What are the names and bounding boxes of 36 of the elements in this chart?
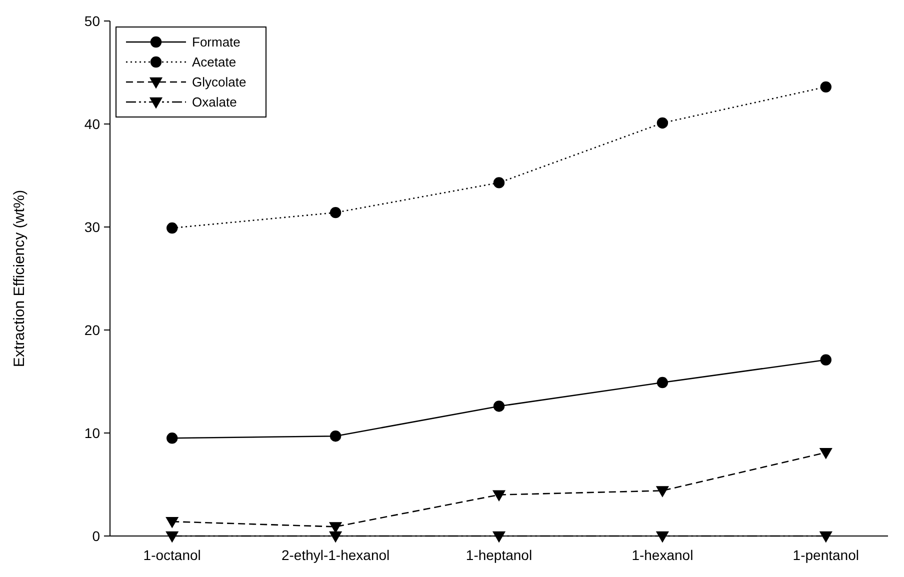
y-axis-title: Extraction Efficiency (wt%) [11, 190, 28, 368]
legend-label: Oxalate [192, 94, 237, 110]
y-tick-label: 50 [84, 12, 100, 29]
point [820, 448, 832, 459]
legend-label: Acetate [192, 54, 236, 70]
point [656, 531, 669, 542]
x-tick-label: 1-octanol [143, 547, 201, 563]
point [166, 222, 178, 234]
point [493, 400, 505, 412]
point [330, 430, 342, 442]
point [820, 531, 832, 542]
y-tick-label: 40 [84, 116, 100, 132]
point [493, 177, 505, 188]
point [656, 376, 668, 388]
x-tick-label: 2-ethyl-1-hexanol [281, 547, 390, 563]
y-tick-label: 10 [84, 424, 100, 441]
point [329, 522, 342, 533]
legend-label: Formate [192, 34, 240, 50]
point [166, 516, 178, 528]
point [656, 117, 668, 129]
point [166, 531, 178, 542]
point [656, 486, 669, 497]
point [166, 432, 178, 444]
y-tick-label: 0 [92, 528, 100, 544]
point [820, 81, 832, 93]
y-tick-label: 20 [84, 322, 100, 338]
point [820, 354, 832, 366]
legend-label: Glycolate [192, 74, 246, 90]
point [492, 490, 506, 501]
point [492, 531, 506, 542]
x-tick-label: 1-pentanol [792, 547, 859, 563]
y-tick-label: 30 [84, 218, 100, 235]
point [330, 206, 342, 218]
x-tick-label: 1-heptanol [466, 547, 532, 563]
x-tick-label: 1-hexanol [632, 547, 694, 563]
point [329, 531, 342, 542]
